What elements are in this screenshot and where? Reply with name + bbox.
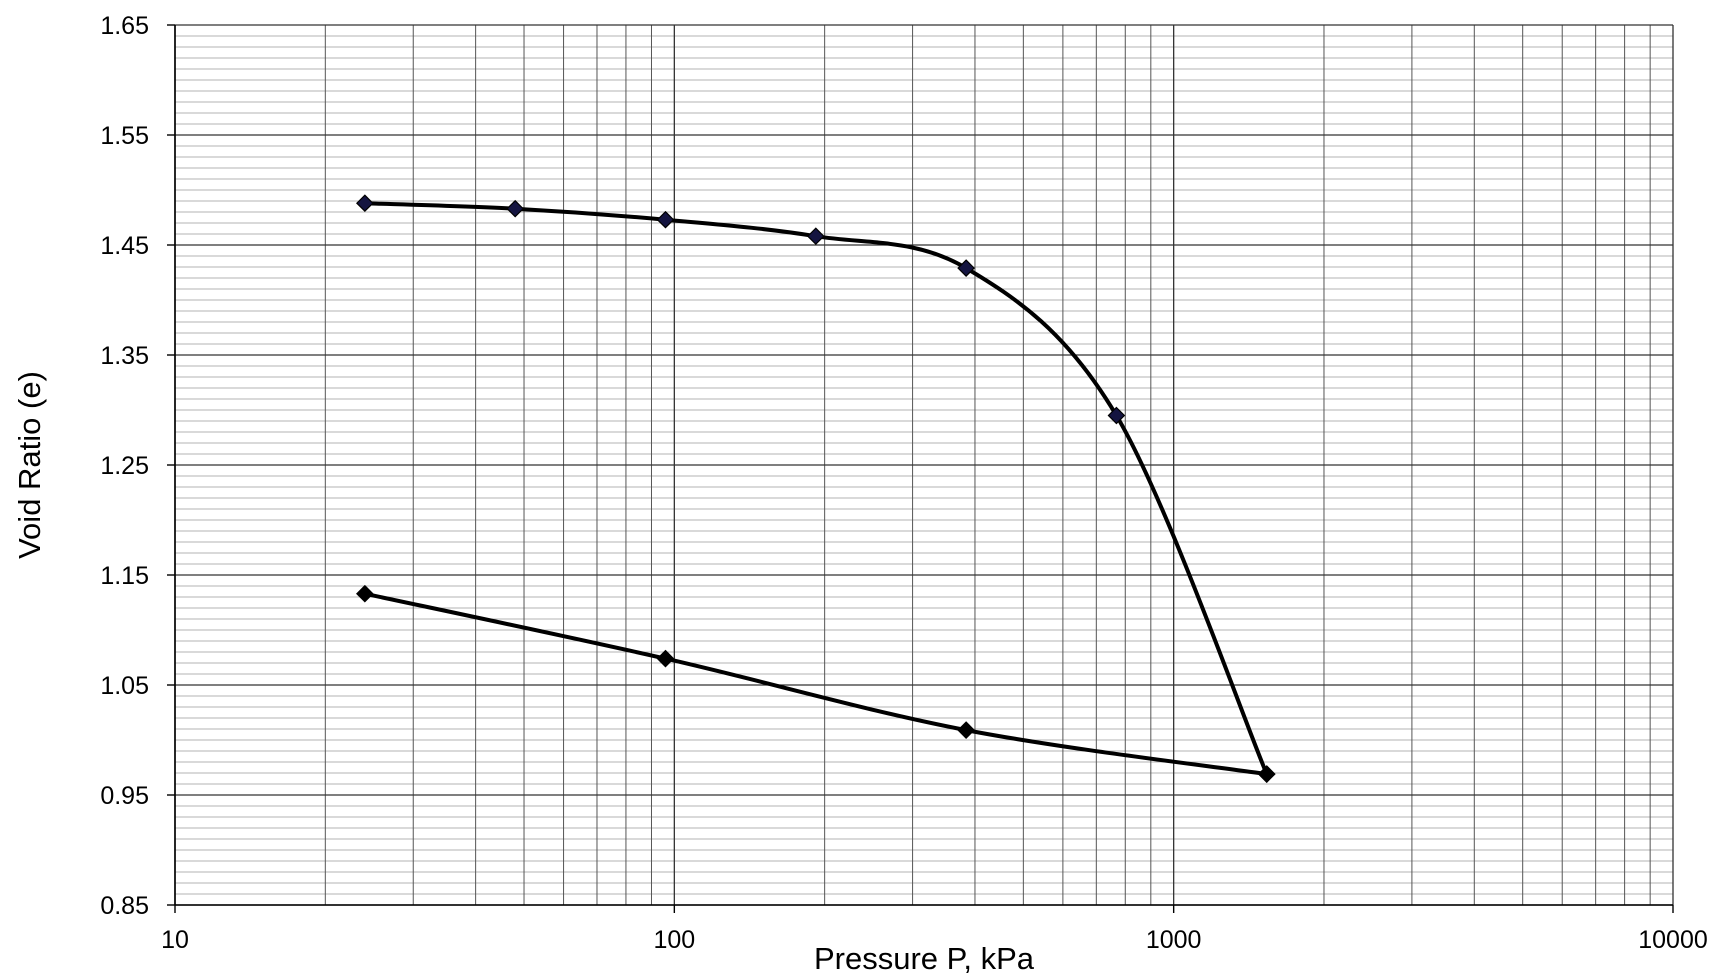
y-axis-title: Void Ratio (e) [12, 371, 47, 559]
y-tick-label: 0.95 [100, 782, 149, 810]
y-tick-label: 1.15 [100, 562, 149, 590]
series-2-point [957, 721, 975, 739]
axes [167, 24, 1674, 913]
series-layer [356, 194, 1276, 783]
series-1-point [1107, 406, 1126, 425]
series-1-point [356, 194, 374, 213]
series-2-line [362, 591, 1269, 777]
x-tick-label: 100 [653, 926, 695, 954]
series-1-point [656, 210, 675, 229]
series-1-point [957, 259, 975, 277]
series-1-point [806, 227, 825, 246]
y-tick-label: 0.85 [100, 892, 149, 920]
x-tick-label: 10000 [1638, 926, 1708, 954]
series-1-point [506, 199, 525, 218]
y-tick-label: 1.35 [100, 342, 149, 370]
y-tick-label: 1.05 [100, 672, 149, 700]
series-2-point [356, 584, 374, 603]
y-tick-label: 1.65 [100, 12, 149, 40]
major-gridlines [174, 24, 1674, 906]
series-2-point [656, 649, 675, 668]
x-tick-label: 10 [161, 926, 189, 954]
y-tick-label: 1.55 [100, 122, 149, 150]
y-tick-labels: 0.85 0.95 1.05 1.15 1.25 1.35 1.45 1.55 1.65 [100, 12, 149, 920]
x-tick-label: 1000 [1146, 926, 1202, 954]
x-tick-labels: 10 100 1000 10000 [161, 926, 1708, 954]
series-2-point [1257, 765, 1276, 783]
x-axis-title: Pressure P, kPa [814, 941, 1035, 976]
y-tick-label: 1.45 [100, 232, 149, 260]
y-tick-label: 1.25 [100, 452, 149, 480]
